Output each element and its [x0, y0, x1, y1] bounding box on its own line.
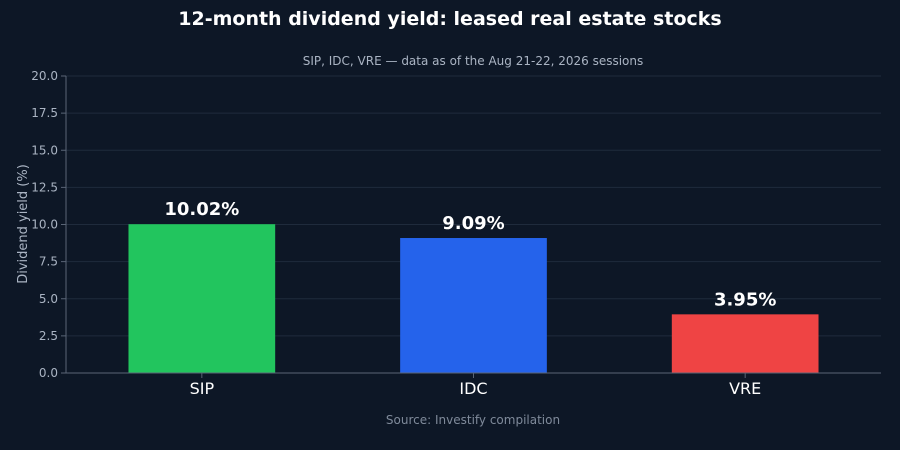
y-tick-label: 0.0: [39, 366, 58, 380]
bar-vre: [671, 314, 819, 373]
x-axis: SIP IDC VRE: [66, 372, 881, 398]
y-tick-label: 20.0: [31, 69, 58, 83]
y-tick-label: 12.5: [31, 180, 58, 194]
bars: 10.02% 9.09% 3.95%: [128, 199, 819, 373]
value-label-vre: 3.95%: [714, 289, 776, 310]
x-tick-label-idc: IDC: [459, 379, 487, 398]
x-tick-label-vre: VRE: [729, 379, 761, 398]
y-tick-label: 17.5: [31, 106, 58, 120]
y-tick-label: 5.0: [39, 292, 58, 306]
bar-idc: [400, 238, 547, 373]
bar-sip: [128, 224, 276, 373]
chart-subtitle: SIP, IDC, VRE — data as of the Aug 21-22…: [303, 54, 644, 68]
source-note: Source: Investify compilation: [386, 413, 560, 427]
y-tick-label: 2.5: [39, 329, 58, 343]
y-tick-label: 15.0: [31, 143, 58, 157]
y-tick-label: 7.5: [39, 255, 58, 269]
value-label-sip: 10.02%: [164, 199, 239, 220]
y-axis: 0.0 2.5 5.0 7.5 10.0 12.5 15.0 17.5 20.0: [31, 69, 67, 380]
x-tick-label-sip: SIP: [190, 379, 215, 398]
y-axis-label: Dividend yield (%): [16, 164, 31, 284]
y-tick-label: 10.0: [31, 218, 58, 232]
chart-title: 12-month dividend yield: leased real est…: [178, 8, 721, 30]
value-label-idc: 9.09%: [442, 213, 504, 234]
